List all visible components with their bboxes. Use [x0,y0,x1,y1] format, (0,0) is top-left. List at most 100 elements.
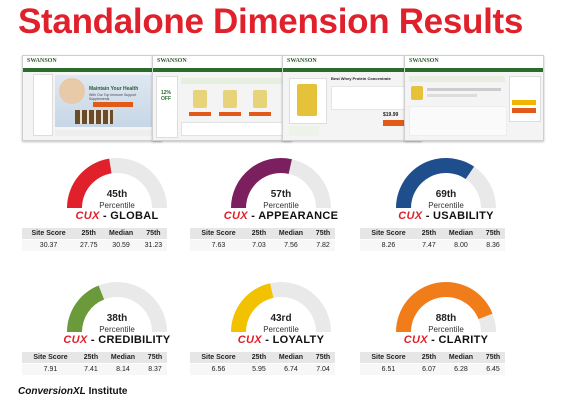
gauge-fill [231,158,292,208]
cux-prefix: CUX [63,334,88,346]
column-header: 75th [481,228,505,240]
dimension-label: - CLARITY [427,334,489,346]
gauge-arc [67,282,167,332]
stats-value-row: 7.63 7.03 7.56 7.82 [190,239,335,251]
column-header: Median [102,228,140,240]
column-header: Median [102,352,144,364]
stats-table-appearance: Site Score 25th Median 75th 7.63 7.03 7.56 7.82 [190,228,335,251]
dimension-label: - GLOBAL [99,210,159,222]
percentile-label: Percentile [263,325,299,334]
column-header: Site Score [22,352,79,364]
gauge-arc [396,158,496,208]
cux-prefix: CUX [398,210,423,222]
stat-value: 8.36 [481,239,505,251]
gauge-fill [67,158,112,208]
dimension-name: CUX - USABILITY [366,210,526,222]
stat-value: 6.51 [360,363,417,375]
column-header: 75th [139,228,167,240]
stat-value: 6.07 [416,363,441,375]
column-header: 75th [311,228,335,240]
dimension-name: CUX - APPEARANCE [201,210,361,222]
cux-prefix: CUX [223,210,248,222]
stats-header-row: Site Score 25th Median 75th [190,352,335,364]
dimension-label: - USABILITY [422,210,494,222]
thumb-product-name: Best Whey Protein Concentrate [331,76,391,81]
cux-prefix: CUX [403,334,428,346]
stats-header-row: Site Score 25th Median 75th [360,228,505,240]
thumb-promo: 12% OFF [160,90,171,102]
column-header: Site Score [190,228,247,240]
stats-table-credibility: Site Score 25th Median 75th 7.91 7.41 8.14 8.37 [22,352,167,375]
stat-value: 7.63 [190,239,247,251]
category-screenshot: SWANSON 12% OFF [152,55,292,141]
stat-value: 6.45 [481,363,505,375]
dimension-name: CUX - LOYALTY [201,334,361,346]
gauge-arc [231,158,331,208]
stats-header-row: Site Score 25th Median 75th [22,352,167,364]
page-title: Standalone Dimension Results [18,2,524,41]
gauge-clarity: 88th Percentile CUX - CLARITY [386,276,506,348]
stats-table-global: Site Score 25th Median 75th 30.37 27.75 30.59 3… [22,228,167,251]
stat-value: 6.28 [440,363,482,375]
column-header: 25th [246,228,271,240]
column-header: 25th [246,352,271,364]
stat-value: 7.47 [416,239,441,251]
gauge-appearance: 57th Percentile CUX - APPEARANCE [221,152,341,224]
cux-prefix: CUX [75,210,100,222]
percentile-value: 88th [435,313,457,324]
stat-value: 8.26 [360,239,417,251]
column-header: 25th [416,228,441,240]
stats-value-row: 8.26 7.47 8.00 8.36 [360,239,505,251]
stats-table-clarity: Site Score 25th Median 75th 6.51 6.07 6.28 6.45 [360,352,505,375]
gauge-fill [67,285,105,332]
stat-value: 6.74 [270,363,312,375]
stat-value: 6.56 [190,363,247,375]
percentile-value: 38th [106,313,128,324]
stat-value: 8.37 [143,363,167,375]
stat-value: 7.41 [78,363,103,375]
brand-name: ConversionXL [18,386,86,397]
column-header: 25th [75,228,103,240]
gauge-arc [231,282,331,332]
thumb-logo: SWANSON [409,58,439,64]
column-header: Site Score [190,352,247,364]
stats-value-row: 7.91 7.41 8.14 8.37 [22,363,167,375]
stat-value: 7.56 [270,239,312,251]
stats-table-usability: Site Score 25th Median 75th 8.26 7.47 8.00 8.36 [360,228,505,251]
column-header: 25th [78,352,103,364]
thumb-logo: SWANSON [27,58,57,64]
column-header: 75th [143,352,167,364]
dimension-name: CUX - CLARITY [366,334,526,346]
stat-value: 30.37 [22,239,76,251]
column-header: Site Score [360,228,417,240]
gauge-usability: 69th Percentile CUX - USABILITY [386,152,506,224]
column-header: Site Score [360,352,417,364]
column-header: 75th [311,352,335,364]
percentile-label: Percentile [99,325,135,334]
gauge-global: 45th Percentile CUX - GLOBAL [57,152,177,224]
percentile-label: Percentile [99,201,135,210]
stats-header-row: Site Score 25th Median 75th [22,228,167,240]
stat-value: 7.82 [311,239,335,251]
thumb-subline: With Our Top Immune Support Supplements [89,93,137,101]
column-header: Median [440,228,482,240]
cux-prefix: CUX [237,334,262,346]
percentile-label: Percentile [428,201,464,210]
column-header: 25th [416,352,441,364]
homepage-screenshot: SWANSON Maintain Your Health With Our To… [22,55,162,141]
thumb-price: $19.99 [383,112,399,118]
dimension-label: - LOYALTY [261,334,325,346]
stat-value: 27.75 [75,239,103,251]
gauge-fill [396,282,493,332]
gauge-fill [396,158,475,208]
stat-value: 7.04 [311,363,335,375]
stats-header-row: Site Score 25th Median 75th [360,352,505,364]
percentile-label: Percentile [428,325,464,334]
stats-value-row: 30.37 27.75 30.59 31.23 [22,239,167,251]
thumb-logo: SWANSON [157,58,187,64]
dimension-label: - APPEARANCE [247,210,339,222]
percentile-value: 43rd [270,313,292,324]
footer-brand: ConversionXL Institute [18,386,127,397]
dimension-name: CUX - CREDIBILITY [37,334,197,346]
stats-table-loyalty: Site Score 25th Median 75th 6.56 5.95 6.74 7.04 [190,352,335,375]
